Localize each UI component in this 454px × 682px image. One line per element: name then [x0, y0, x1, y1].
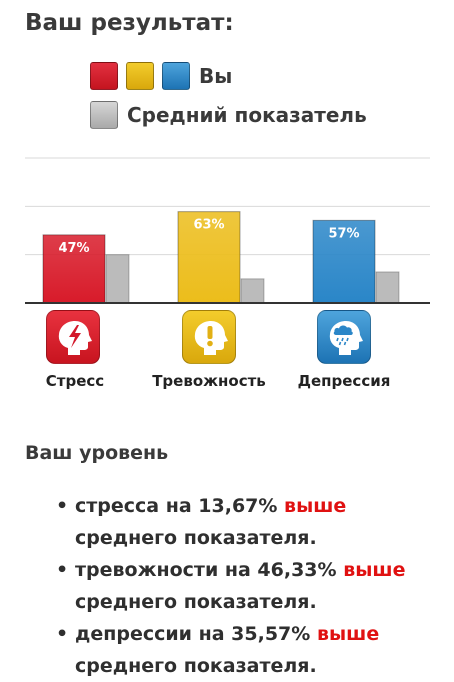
legend-swatch-blue: [162, 62, 190, 90]
legend-average-label: Средний показатель: [127, 103, 367, 127]
depression-icon: [317, 310, 371, 364]
legend-swatch-yellow: [126, 62, 154, 90]
item-highlight: выше: [343, 559, 406, 581]
legend-you-label: Вы: [199, 64, 233, 88]
list-item: • стресса на 13,67% выше среднего показат…: [56, 490, 446, 554]
item-tail: среднего показателя.: [75, 591, 317, 613]
data-label-2: 57%: [328, 226, 359, 241]
result-list: • стресса на 13,67% выше среднего показат…: [56, 490, 446, 682]
item-text: стресса на 13,67%: [75, 495, 285, 517]
item-tail: среднего показателя.: [75, 527, 317, 549]
category-label-stress: Стресс: [45, 372, 105, 390]
legend-average: Средний показатель: [90, 101, 367, 129]
bar-chart: 47% 63% 57%: [25, 157, 430, 304]
anxiety-icon: [182, 310, 236, 364]
item-text: депрессии на 35,57%: [75, 623, 317, 645]
legend-swatch-red: [90, 62, 118, 90]
level-heading: Ваш уровень: [25, 442, 169, 464]
category-label-depression: Депрессия: [297, 372, 391, 390]
bar-you-2: [312, 219, 376, 304]
bullet-icon: •: [56, 495, 69, 517]
legend-swatch-gray: [90, 101, 118, 129]
item-tail: среднего показателя.: [75, 655, 317, 677]
legend-you: Вы: [90, 62, 232, 90]
category-label-anxiety: Тревожность: [152, 372, 266, 390]
bar-average-1: [240, 278, 265, 304]
data-label-1: 63%: [193, 218, 224, 233]
list-item: • тревожности на 46,33% выше среднего пок…: [56, 554, 446, 618]
bar-average-0: [105, 254, 130, 304]
bar-average-2: [375, 271, 400, 304]
item-text: тревожности на 46,33%: [75, 559, 344, 581]
item-highlight: выше: [316, 623, 380, 645]
data-label-0: 47%: [58, 241, 89, 256]
stress-icon: [46, 310, 100, 364]
bullet-icon: •: [56, 559, 69, 581]
list-item: • депрессии на 35,57% выше среднего показ…: [56, 618, 446, 682]
item-highlight: выше: [284, 495, 347, 517]
bullet-icon: •: [56, 623, 69, 645]
page-title: Ваш результат:: [25, 10, 234, 36]
